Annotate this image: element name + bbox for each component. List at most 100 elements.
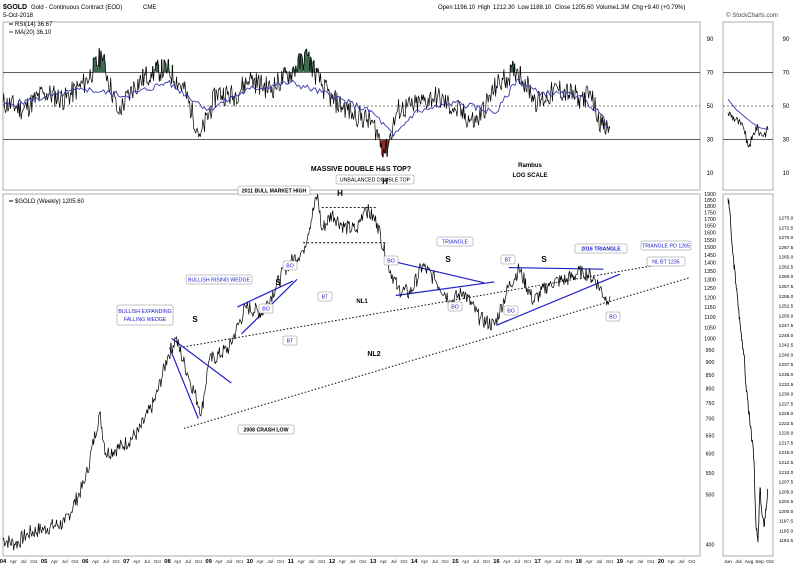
high-value: 1212.30 bbox=[493, 5, 515, 11]
chart-symbol: $GOLD bbox=[3, 4, 27, 11]
inset-rsi-tick-label: 90 bbox=[783, 37, 790, 43]
bo-label: BO bbox=[262, 306, 270, 312]
bo-label: BO bbox=[387, 258, 395, 264]
x-month-label: Jul bbox=[226, 559, 232, 564]
rsi-legend-label: RSI(14) 36.67 bbox=[15, 22, 53, 28]
x-year-label: 11 bbox=[288, 559, 295, 565]
inset-price-tick-label: 1257.5 bbox=[779, 284, 794, 290]
x-month-label: Apr bbox=[256, 559, 264, 564]
stockcharts-credit: © StockCharts.com bbox=[726, 12, 778, 19]
falling-wedge-upper bbox=[171, 337, 232, 384]
chart-name: Gold - Continuous Contract (EOD) bbox=[31, 5, 122, 11]
triangle-2016-lower bbox=[496, 273, 621, 326]
gold-legend-label: $GOLD (Weekly) 1205.60 bbox=[15, 199, 85, 205]
bo-label: BO bbox=[286, 263, 294, 269]
price-tick-label: 1400 bbox=[704, 261, 716, 267]
x-month-label: Apr bbox=[298, 559, 306, 564]
price-tick-label: 1900 bbox=[704, 192, 716, 198]
bo-label-box bbox=[282, 260, 298, 271]
x-year-label: 15 bbox=[452, 559, 459, 565]
price-tick-label: 1850 bbox=[704, 198, 716, 204]
price-tick-label: 1600 bbox=[704, 231, 716, 237]
inset-price-tick-label: 1220.0 bbox=[779, 431, 794, 437]
x-month-label: Jul bbox=[596, 559, 602, 564]
shoulder-label-4: S bbox=[541, 255, 547, 264]
bo-label: BO bbox=[451, 304, 459, 310]
inset-price-tick-label: 1265.0 bbox=[779, 255, 794, 261]
x-month-label: Oct bbox=[606, 559, 614, 564]
x-month-label: Apr bbox=[133, 559, 141, 564]
x-month-label: Jul bbox=[637, 559, 643, 564]
price-tick-label: 850 bbox=[706, 373, 715, 379]
low-value: 1188.10 bbox=[530, 5, 552, 11]
bullish-rising-wedge-label: BULLISH RISING WEDGE bbox=[188, 277, 251, 283]
inset-price-tick-label: 1227.5 bbox=[779, 401, 794, 407]
x-month-label: Oct bbox=[441, 559, 449, 564]
rsi-tick-label: 50 bbox=[707, 104, 714, 110]
triangle-upper bbox=[391, 260, 485, 284]
chg-value: +9.40 (+0.79%) bbox=[644, 5, 685, 11]
x-month-label: Oct bbox=[359, 559, 367, 564]
inset-price-tick-label: 1210.0 bbox=[779, 470, 794, 476]
x-year-label: 18 bbox=[575, 559, 582, 565]
inset-price-tick-label: 1242.5 bbox=[779, 343, 794, 349]
x-month-label: Jul bbox=[514, 559, 520, 564]
x-month-label: Jul bbox=[308, 559, 314, 564]
expanding-wedge-box bbox=[116, 304, 174, 326]
x-month-label: Oct bbox=[524, 559, 532, 564]
bt-label-box bbox=[500, 254, 516, 265]
price-tick-label: 1050 bbox=[704, 325, 716, 331]
inset-rsi-tick-label: 50 bbox=[783, 104, 790, 110]
x-month-label: Jul bbox=[473, 559, 479, 564]
price-panel bbox=[2, 193, 701, 557]
inset-price-tick-label: 1207.5 bbox=[779, 480, 794, 486]
x-month-label: Jul bbox=[391, 559, 397, 564]
inset-price-tick-label: 1215.0 bbox=[779, 450, 794, 456]
bo-label: BO bbox=[609, 314, 617, 320]
low-label: Low bbox=[518, 5, 530, 11]
inset-price-tick-label: 1205.0 bbox=[779, 489, 794, 495]
inset-price-tick-label: 1222.5 bbox=[779, 421, 794, 427]
inset-price-tick-label: 1195.0 bbox=[779, 528, 794, 534]
price-tick-label: 800 bbox=[706, 387, 715, 393]
price-tick-label: 1650 bbox=[704, 224, 716, 230]
x-month-label: Jul bbox=[432, 559, 438, 564]
ohlc-readout: Open 1196.10 High 1212.30 Low 1188.10 Cl… bbox=[438, 5, 685, 11]
x-month-label: Oct bbox=[236, 559, 244, 564]
inset-price-tick-label: 1237.5 bbox=[779, 362, 794, 368]
x-year-label: 09 bbox=[205, 559, 212, 565]
x-month-label: Oct bbox=[113, 559, 121, 564]
nl-bt-label-box bbox=[646, 256, 686, 267]
inset-rsi-line bbox=[727, 111, 769, 148]
inset-price-tick-label: 1240.0 bbox=[779, 352, 794, 358]
shoulder-label-1: S bbox=[192, 315, 198, 324]
x-year-label: 13 bbox=[370, 559, 377, 565]
price-tick-label: 1250 bbox=[704, 286, 716, 292]
inset-x-label: Sep bbox=[755, 559, 764, 565]
inset-price-tick-label: 1247.5 bbox=[779, 323, 794, 329]
x-month-label: Oct bbox=[195, 559, 203, 564]
x-month-label: Apr bbox=[10, 559, 18, 564]
close-label: Close bbox=[555, 5, 571, 11]
x-month-label: Jul bbox=[679, 559, 685, 564]
inset-price-tick-label: 1270.0 bbox=[779, 235, 794, 241]
head-label-1: H bbox=[337, 189, 343, 198]
x-month-label: Oct bbox=[318, 559, 326, 564]
inset-price-tick-label: 1200.0 bbox=[779, 509, 794, 515]
unbalanced-double-top-label: UNBALANCED DOUBLE TOP bbox=[340, 177, 411, 183]
rsi-ma-line bbox=[2, 78, 611, 138]
rsi-line bbox=[2, 48, 611, 159]
rsi-tick-label: 10 bbox=[707, 171, 714, 177]
shoulder-label-2: S bbox=[275, 278, 281, 287]
price-tick-label: 400 bbox=[706, 542, 715, 548]
x-year-label: 12 bbox=[329, 559, 335, 565]
nl2-label: NL2 bbox=[367, 351, 380, 358]
inset-x-label: Jul bbox=[735, 559, 741, 565]
x-month-label: Oct bbox=[565, 559, 573, 564]
volume-value: 1.3M bbox=[616, 5, 629, 11]
x-month-label: Apr bbox=[380, 559, 388, 564]
price-tick-label: 1800 bbox=[704, 204, 716, 210]
x-month-label: Apr bbox=[544, 559, 552, 564]
x-month-label: Oct bbox=[277, 559, 285, 564]
x-month-label: Oct bbox=[483, 559, 491, 564]
